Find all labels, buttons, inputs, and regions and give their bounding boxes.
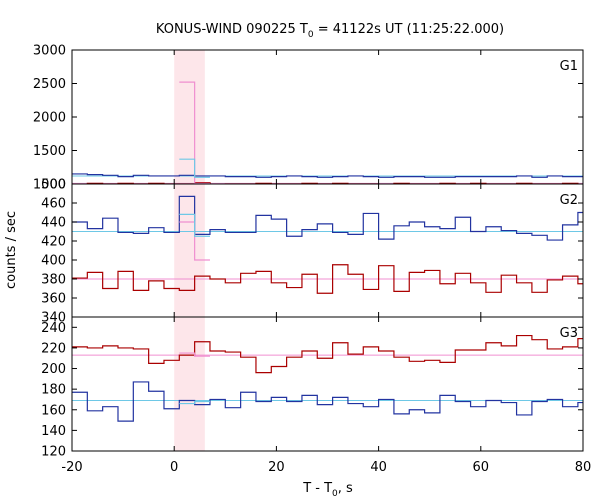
- g3-series-blue: [72, 381, 583, 422]
- g1-y-tick-label: 3000: [33, 44, 66, 59]
- g1-y-tick-label: 2000: [33, 111, 66, 126]
- x-tick-label: 20: [268, 460, 285, 475]
- g3-panel-label: G3: [560, 326, 578, 341]
- series-layer: [72, 81, 583, 422]
- g1-highlight-band: [174, 50, 205, 184]
- x-tick-label: 0: [170, 460, 178, 475]
- g3-y-tick-label: 200: [41, 362, 66, 377]
- g2-y-tick-label: 460: [41, 197, 66, 212]
- x-tick-label: 40: [370, 460, 387, 475]
- g3-y-tick-label: 220: [41, 341, 66, 356]
- g1-y-tick-label: 1500: [33, 144, 66, 159]
- g1-panel-label: G1: [560, 59, 578, 74]
- x-tick-label: 60: [473, 460, 490, 475]
- g1-y-tick-label: 2500: [33, 77, 66, 92]
- g3-y-tick-label: 240: [41, 321, 66, 336]
- g3-y-tick-label: 180: [41, 383, 66, 398]
- g2-panel-label: G2: [560, 193, 578, 208]
- g3-series-red: [72, 334, 583, 374]
- x-tick-label: 80: [575, 460, 592, 475]
- g3-highlight-band: [174, 317, 205, 451]
- chart-title: KONUS-WIND 090225 T0 = 41122s UT (11:25:…: [156, 22, 504, 40]
- g2-series-red: [72, 264, 583, 294]
- g3-y-tick-label: 160: [41, 403, 66, 418]
- g2-y-tick-label: 360: [41, 292, 66, 307]
- g2-series-pink: [179, 221, 210, 261]
- g2-y-tick-label: 420: [41, 235, 66, 250]
- highlight-layer: [174, 50, 205, 451]
- g1-series-blue: [72, 173, 583, 178]
- g1-series-red: [86, 182, 579, 184]
- g2-y-tick-label-top: 500: [41, 178, 66, 193]
- g2-y-tick-label: 440: [41, 216, 66, 231]
- y-axis-label: counts / sec: [4, 211, 19, 289]
- g3-y-tick-label: 120: [41, 445, 66, 460]
- g2-y-tick-label: 380: [41, 273, 66, 288]
- g2-series-light_blue: [179, 213, 210, 237]
- g1-series-light_blue: [179, 158, 210, 178]
- g2-frame: [71, 183, 584, 318]
- g1-frame: [71, 49, 584, 185]
- g3-series-light_blue: [179, 400, 210, 405]
- g2-y-tick-label: 400: [41, 254, 66, 269]
- g3-y-tick-label: 140: [41, 424, 66, 439]
- axis-layer: 10001500200025003000G1340360380400420440…: [33, 44, 591, 476]
- g3-frame: [71, 316, 584, 452]
- g3-series-pink: [179, 352, 210, 357]
- g2-y-tick-label: 340: [41, 311, 66, 326]
- x-tick-label: -20: [61, 460, 82, 475]
- g1-series-pink: [179, 81, 210, 184]
- g1-y-tick-label: 1000: [33, 178, 66, 193]
- x-axis-label: T - T0, s: [302, 481, 353, 499]
- g2-series-blue: [72, 195, 583, 241]
